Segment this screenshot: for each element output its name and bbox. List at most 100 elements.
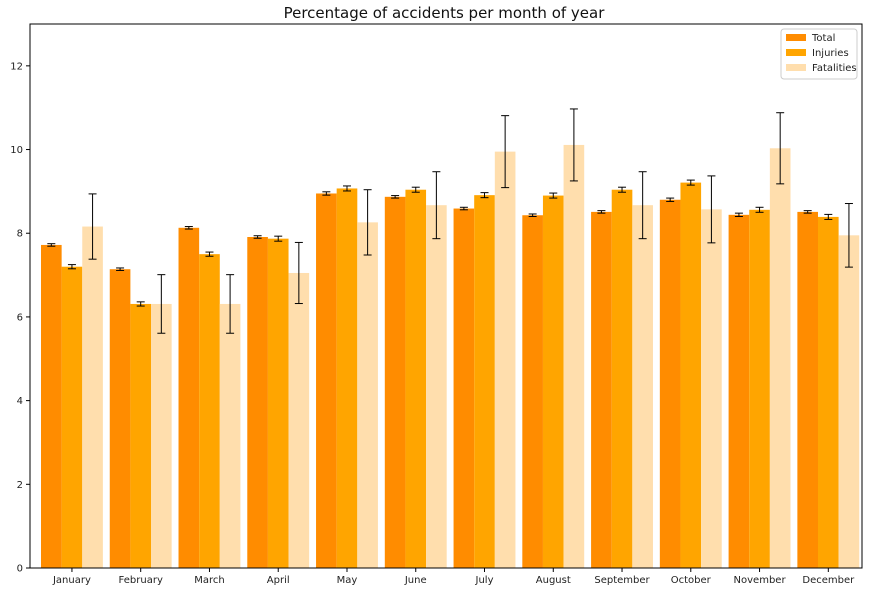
y-tick-label: 0 xyxy=(17,564,23,575)
error-bar-fatalities-april xyxy=(294,241,303,305)
bar-injuries-september xyxy=(611,189,633,568)
error-bar-injuries-july xyxy=(480,192,489,199)
error-bar-fatalities-july xyxy=(501,115,510,189)
error-bar-injuries-november xyxy=(755,206,764,213)
x-tick-label-july: July xyxy=(475,575,494,586)
bar-injuries-december xyxy=(817,216,839,568)
bar-total-september xyxy=(591,211,612,568)
bar-fatalities-may xyxy=(357,222,378,568)
error-bar-injuries-september xyxy=(618,186,627,193)
error-bar-total-september xyxy=(597,210,606,214)
bar-injuries-january xyxy=(61,266,83,568)
error-bar-total-february xyxy=(116,267,125,271)
x-tick-label-september: September xyxy=(594,575,650,586)
bars-layer xyxy=(41,144,860,569)
error-bar-fatalities-august xyxy=(569,108,578,182)
bar-injuries-october xyxy=(680,182,702,568)
bar-fatalities-january xyxy=(82,226,103,569)
bar-injuries-august xyxy=(542,195,564,568)
x-tick-label-april: April xyxy=(267,575,290,586)
bar-fatalities-december xyxy=(838,235,860,568)
y-tick-label: 12 xyxy=(10,61,23,72)
bar-injuries-april xyxy=(267,238,289,569)
bar-fatalities-april xyxy=(288,272,310,568)
legend-label-fatalities: Fatalities xyxy=(812,63,857,74)
x-tick-label-june: June xyxy=(404,575,427,586)
y-tick-label: 2 xyxy=(17,480,23,491)
bar-total-may xyxy=(316,193,337,569)
error-bar-fatalities-november xyxy=(776,112,785,185)
bar-total-april xyxy=(247,237,268,568)
bar-total-july xyxy=(453,208,475,569)
bar-fatalities-october xyxy=(701,209,722,568)
bar-total-march xyxy=(178,227,200,569)
x-tick-label-november: November xyxy=(734,575,787,586)
error-bar-total-december xyxy=(803,210,812,214)
legend-swatch-total xyxy=(786,34,806,41)
error-bar-total-july xyxy=(459,206,468,211)
bar-fatalities-february xyxy=(151,303,172,568)
legend-label-total: Total xyxy=(811,33,835,44)
error-bar-total-march xyxy=(184,226,193,230)
error-bar-total-october xyxy=(666,197,675,202)
y-tick-label: 6 xyxy=(17,312,23,323)
x-tick-label-january: January xyxy=(52,575,91,586)
bar-fatalities-august xyxy=(563,144,585,568)
legend: Total Injuries Fatalities xyxy=(780,28,858,80)
error-bar-injuries-april xyxy=(274,235,283,242)
bar-total-october xyxy=(659,199,681,568)
error-bar-total-january xyxy=(47,243,56,247)
error-bars-layer xyxy=(47,108,853,334)
bar-injuries-july xyxy=(474,195,495,568)
y-tick-label: 10 xyxy=(10,145,23,156)
error-bar-fatalities-february xyxy=(157,274,166,334)
bar-total-january xyxy=(41,244,62,568)
error-bar-injuries-january xyxy=(67,264,76,270)
error-bar-injuries-march xyxy=(205,251,214,257)
error-bar-total-may xyxy=(322,191,331,196)
bar-fatalities-november xyxy=(769,148,791,568)
x-tick-label-october: October xyxy=(671,575,712,586)
bar-total-june xyxy=(384,196,406,568)
bar-injuries-march xyxy=(199,254,220,568)
bar-total-august xyxy=(522,215,543,569)
bar-fatalities-march xyxy=(219,303,241,568)
bar-total-february xyxy=(109,269,131,568)
error-bar-injuries-june xyxy=(411,186,420,193)
bar-fatalities-september xyxy=(632,205,653,568)
legend-swatch-fatalities xyxy=(786,64,806,71)
error-bar-injuries-august xyxy=(549,192,558,199)
x-tick-label-august: August xyxy=(536,575,571,586)
error-bar-total-june xyxy=(391,195,400,199)
bar-total-december xyxy=(797,211,818,568)
x-tick-label-december: December xyxy=(802,575,855,586)
bar-injuries-june xyxy=(405,189,427,568)
error-bar-fatalities-january xyxy=(88,193,97,260)
bar-injuries-february xyxy=(130,303,152,568)
bar-injuries-may xyxy=(336,188,358,568)
x-tick-label-february: February xyxy=(119,575,163,586)
legend-label-injuries: Injuries xyxy=(812,48,849,59)
error-bar-total-august xyxy=(528,213,537,217)
error-bar-injuries-october xyxy=(686,179,695,186)
error-bar-fatalities-march xyxy=(226,274,235,334)
error-bar-fatalities-october xyxy=(707,175,716,244)
error-bar-fatalities-september xyxy=(638,171,647,240)
error-bar-injuries-february xyxy=(136,301,145,307)
y-tick-label: 4 xyxy=(17,396,23,407)
bar-fatalities-july xyxy=(494,151,516,568)
error-bar-injuries-may xyxy=(342,185,351,192)
error-bar-injuries-december xyxy=(824,213,833,220)
y-tick-label: 8 xyxy=(17,229,23,240)
bar-injuries-november xyxy=(749,209,770,569)
chart-title: Percentage of accidents per month of yea… xyxy=(284,4,606,22)
error-bar-fatalities-june xyxy=(432,171,441,240)
error-bar-total-november xyxy=(734,212,743,217)
bar-total-november xyxy=(728,214,750,568)
error-bar-fatalities-may xyxy=(363,189,372,256)
bar-fatalities-june xyxy=(426,205,447,568)
error-bar-total-april xyxy=(253,235,262,239)
plot-frame xyxy=(29,23,863,569)
